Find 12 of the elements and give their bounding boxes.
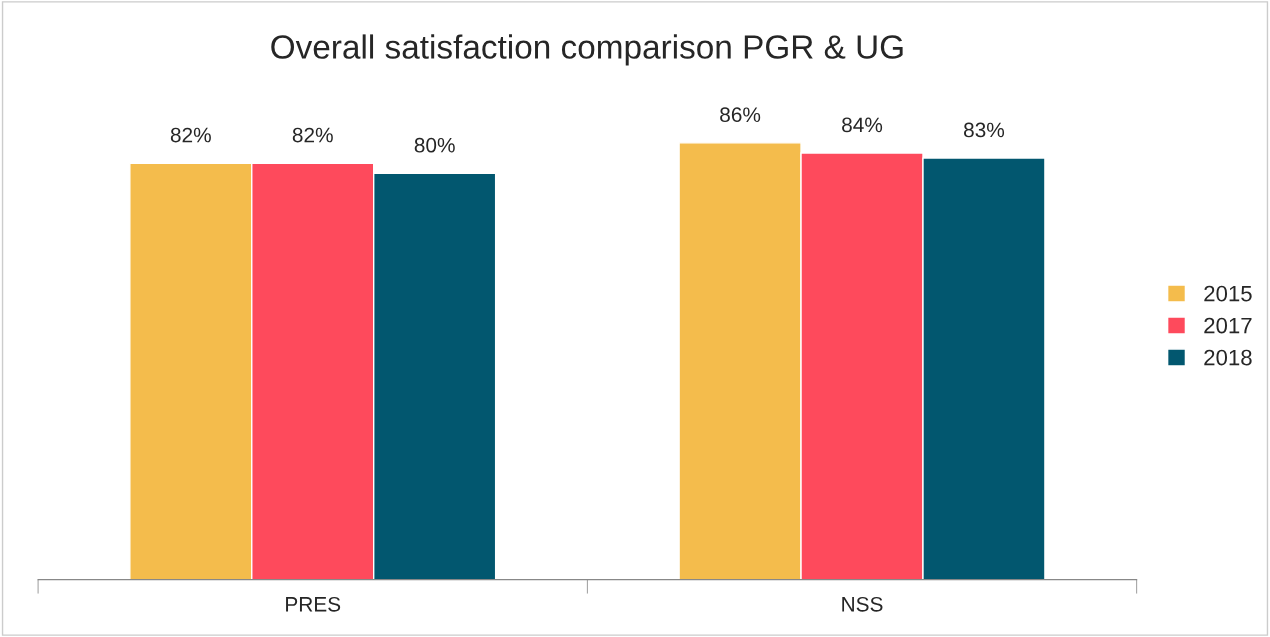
chart-title: Overall satisfaction comparison PGR & UG xyxy=(271,34,903,66)
data-label: 84% xyxy=(842,117,883,133)
x-tick-label: PRES xyxy=(286,596,341,612)
legend-label: 2018 xyxy=(1204,349,1252,366)
legend-label: 2017 xyxy=(1204,317,1252,334)
legend-label: 2015 xyxy=(1204,285,1252,302)
data-label: 80% xyxy=(414,137,455,153)
data-label: 82% xyxy=(292,127,333,143)
data-label: 83% xyxy=(964,122,1005,138)
data-label: 82% xyxy=(170,127,211,143)
x-tick-label: NSS xyxy=(842,596,883,612)
data-label: 86% xyxy=(720,107,761,123)
